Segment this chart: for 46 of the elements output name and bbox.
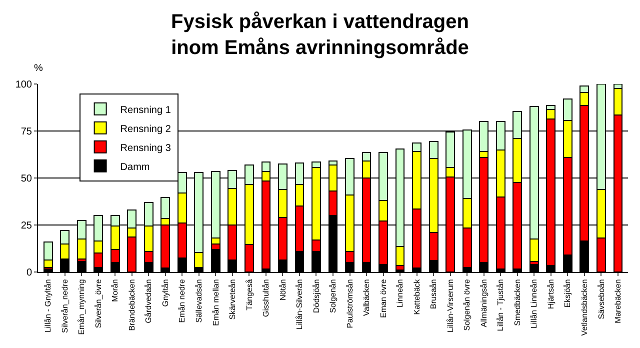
x-tick-label: Skärveteån xyxy=(228,279,238,320)
x-tick-label: Smedbäcken xyxy=(512,279,522,326)
x-tick-label: Brändebäcken xyxy=(127,279,136,331)
x-tick-label: Valbäcken xyxy=(362,279,372,316)
x-tick-label: Emån nedre xyxy=(178,278,187,323)
x-tick-label: Morån xyxy=(110,279,120,302)
x-tick-label: Lillån-Silverån xyxy=(295,279,304,330)
x-tick-label: Emån mellan xyxy=(211,279,220,326)
legend-label: Damm xyxy=(120,162,150,173)
x-tick-label: Sävseboån xyxy=(596,279,606,320)
y-tick-label: 25 xyxy=(20,220,32,232)
x-tick-label: Paulströmsån xyxy=(345,279,354,328)
x-tick-label: Vetlandsbäcken xyxy=(580,279,590,336)
legend-label: Rensning 1 xyxy=(120,104,172,116)
y-axis-title: % xyxy=(34,63,43,74)
x-tick-label: Hjärtsån xyxy=(546,279,556,309)
x-tick-label: Silverån_övre xyxy=(94,278,103,328)
x-tick-label: Silverån_nedre xyxy=(60,278,70,334)
x-tick-label: Nötån xyxy=(278,279,288,301)
x-tick-label: Lillån-Virserum xyxy=(446,278,455,332)
x-tick-label: Linneån xyxy=(396,279,405,308)
x-tick-label: Brusaån xyxy=(429,279,438,309)
x-tick-label: Solgenån övre xyxy=(462,278,472,331)
chart-title: Fysisk påverkan i vattendragen inom Emåns avrinningsområde xyxy=(171,10,469,59)
x-tick-label: Lillån - Gnyltån xyxy=(44,279,53,333)
x-tick-label: Eksjöån xyxy=(563,279,572,308)
x-tick-label: Lillån - Tjustån xyxy=(496,279,506,332)
x-tick-label: Gnyltån xyxy=(160,279,170,307)
x-tick-label: Eman övre xyxy=(378,278,388,318)
x-tick-label: Tängeså xyxy=(244,278,254,310)
x-tick-label: Gårdvedaån xyxy=(144,279,154,324)
y-tick-label: 75 xyxy=(20,126,32,138)
x-tick-label: Solgenån xyxy=(328,279,338,314)
y-tick-label: 100 xyxy=(15,80,32,90)
x-tick-label: Kattebäck xyxy=(412,278,422,315)
x-tick-label: Lillån Linneån xyxy=(530,279,539,329)
x-tick-label: Sällevadsån xyxy=(194,279,204,323)
x-tick-label: Emån_mynning xyxy=(77,279,86,335)
legend-label: Rensning 3 xyxy=(120,142,172,154)
x-tick-label: Marebäcken xyxy=(614,279,623,324)
legend-label: Rensning 2 xyxy=(120,124,172,135)
x-tick-label: Allmäningsån xyxy=(479,279,488,328)
x-tick-label: Dödsjöån xyxy=(312,279,321,314)
y-tick-label: 0 xyxy=(26,268,32,278)
x-tick-label: Gisshultån xyxy=(262,279,271,317)
y-tick-label: 50 xyxy=(20,174,32,184)
